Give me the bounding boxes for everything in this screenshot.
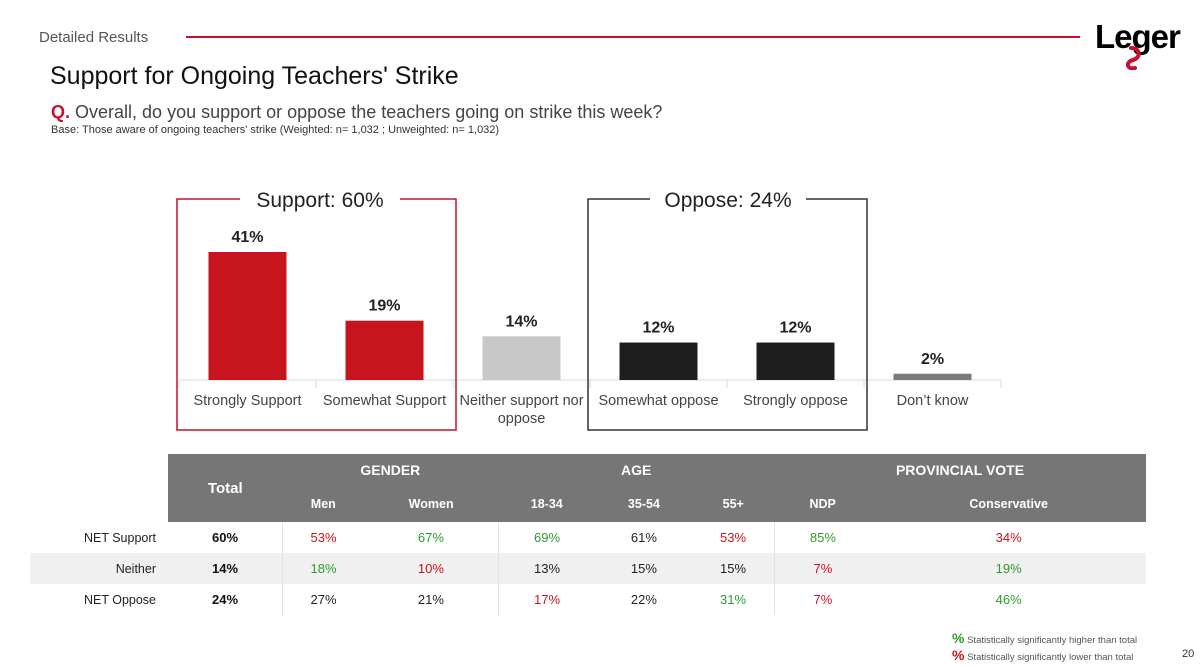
table-body: NET Support 60% 53% 67% 69% 61% 53% 85% 34% Neith… bbox=[30, 522, 1146, 615]
legend-higher-text: Statistically significantly higher than … bbox=[967, 635, 1138, 646]
table-cell: 19% bbox=[871, 553, 1146, 584]
leger-logo-mark: Leger bbox=[1095, 18, 1182, 71]
table-cell-total: 60% bbox=[168, 522, 283, 553]
table-cell: 21% bbox=[364, 584, 499, 615]
bar-3 bbox=[482, 336, 561, 380]
support-group-box bbox=[176, 198, 457, 431]
table-cell: 34% bbox=[995, 530, 1022, 545]
header-rule bbox=[186, 36, 1080, 38]
table-cell: 53% bbox=[310, 530, 337, 545]
table-column-header: Conservative bbox=[871, 486, 1146, 522]
data-label: 12% bbox=[779, 320, 811, 337]
oppose-group-box bbox=[587, 198, 868, 431]
table-row: NET Support 60% 53% 67% 69% 61% 53% 85% 34% bbox=[30, 522, 1146, 553]
data-label: 12% bbox=[642, 320, 674, 337]
category-label: Somewhat Support bbox=[323, 393, 446, 409]
table-row-label: NET Support bbox=[83, 530, 156, 545]
table-subheader-row: Men Women 18-34 35-54 55+ NDP Conservative bbox=[30, 486, 1146, 522]
chart-layer: 41% Strongly Support 19% Somewhat Support 14… bbox=[176, 189, 1002, 431]
question-text: Q. Overall, do you support or oppose the… bbox=[51, 102, 662, 123]
data-label: 19% bbox=[368, 298, 400, 315]
table-cell: 61% bbox=[630, 530, 657, 545]
table-cell: 46% bbox=[995, 592, 1022, 607]
crosstab: Total GENDER AGE PROVINCIAL VOTE Men Women 18… bbox=[30, 454, 1146, 615]
table-group-header-row: Total GENDER AGE PROVINCIAL VOTE bbox=[30, 454, 1146, 522]
table-group-header: AGE bbox=[498, 454, 775, 486]
crosstab-table: Total GENDER AGE PROVINCIAL VOTE Men Women 18… bbox=[30, 454, 1146, 615]
base-note: Base: Those aware of ongoing teachers' s… bbox=[51, 124, 500, 136]
table-row-label: NET Oppose bbox=[83, 592, 156, 607]
data-label: 14% bbox=[505, 313, 537, 330]
category-label: Somewhat oppose bbox=[598, 393, 718, 409]
leger-logo: Leger bbox=[1093, 18, 1183, 71]
legend-higher: % Statistically significantly higher tha… bbox=[952, 630, 1137, 646]
table-column-header: 55+ bbox=[692, 486, 775, 522]
table-row: Neither 14% 18% 10% 13% 15% 15% 7% 19% bbox=[30, 553, 1146, 584]
table-cell: 15% bbox=[692, 553, 775, 584]
table-cell: 7% bbox=[813, 592, 833, 607]
bar-5 bbox=[756, 342, 835, 380]
category-label: Don’t know bbox=[897, 393, 969, 409]
bar-chart: 41% Strongly Support 19% Somewhat Support 14… bbox=[176, 189, 1002, 431]
data-label: 2% bbox=[921, 351, 944, 368]
question-prefix: Q. bbox=[51, 102, 71, 122]
table-cell: 31% bbox=[692, 584, 775, 615]
page-title: Support for Ongoing Teachers' Strike bbox=[50, 62, 459, 90]
category-label: Strongly oppose bbox=[743, 393, 848, 409]
category-label: oppose bbox=[498, 411, 546, 427]
table-cell-total: 14% bbox=[168, 553, 283, 584]
page-number: 20 bbox=[1182, 648, 1195, 660]
support-group-label: Support: 60% bbox=[256, 189, 383, 212]
bar-2 bbox=[345, 320, 424, 380]
table-cell: 15% bbox=[595, 553, 693, 584]
table-cell: 17% bbox=[534, 592, 561, 607]
table-column-header: 18-34 bbox=[498, 486, 596, 522]
question-body: Overall, do you support or oppose the te… bbox=[75, 102, 663, 122]
category-label: Strongly Support bbox=[193, 393, 301, 409]
table-corner bbox=[30, 454, 168, 522]
bar-6 bbox=[893, 373, 972, 380]
bar-1 bbox=[208, 252, 287, 380]
table-column-header: Women bbox=[364, 486, 499, 522]
table-cell: 10% bbox=[364, 553, 499, 584]
legend-higher-symbol: % bbox=[952, 630, 965, 646]
table-cell: 53% bbox=[692, 522, 775, 553]
category-label: Neither support nor bbox=[459, 393, 583, 409]
logo-swoosh-icon bbox=[1126, 46, 1141, 71]
data-label: 41% bbox=[231, 229, 263, 246]
oppose-group-label: Oppose: 24% bbox=[664, 189, 791, 212]
legend-lower-symbol: % bbox=[952, 647, 965, 663]
section-label: Detailed Results bbox=[39, 29, 149, 46]
table-group-header: GENDER bbox=[282, 454, 499, 486]
legend-lower: % Statistically significantly lower than… bbox=[952, 647, 1133, 663]
legend-lower-text: Statistically significantly lower than t… bbox=[967, 652, 1134, 663]
bar-4 bbox=[619, 342, 698, 380]
table-cell: 13% bbox=[498, 553, 596, 584]
table-cell: 27% bbox=[310, 592, 337, 607]
table-header-total: Total bbox=[168, 454, 283, 522]
table-row-label: Neither bbox=[30, 553, 168, 584]
table-column-header: NDP bbox=[774, 486, 872, 522]
table-cell: 67% bbox=[364, 522, 499, 553]
table-cell: 18% bbox=[282, 553, 365, 584]
table-cell: 85% bbox=[809, 530, 836, 545]
table-column-header: Men bbox=[282, 486, 365, 522]
table-cell: 69% bbox=[534, 530, 561, 545]
table-cell-total: 24% bbox=[168, 584, 283, 615]
table-column-header: 35-54 bbox=[595, 486, 693, 522]
table-cell: 22% bbox=[630, 592, 657, 607]
table-group-header: PROVINCIAL VOTE bbox=[774, 454, 1146, 486]
table-cell: 7% bbox=[774, 553, 872, 584]
table-row: NET Oppose 24% 27% 21% 17% 22% 31% 7% 46% bbox=[30, 584, 1146, 615]
